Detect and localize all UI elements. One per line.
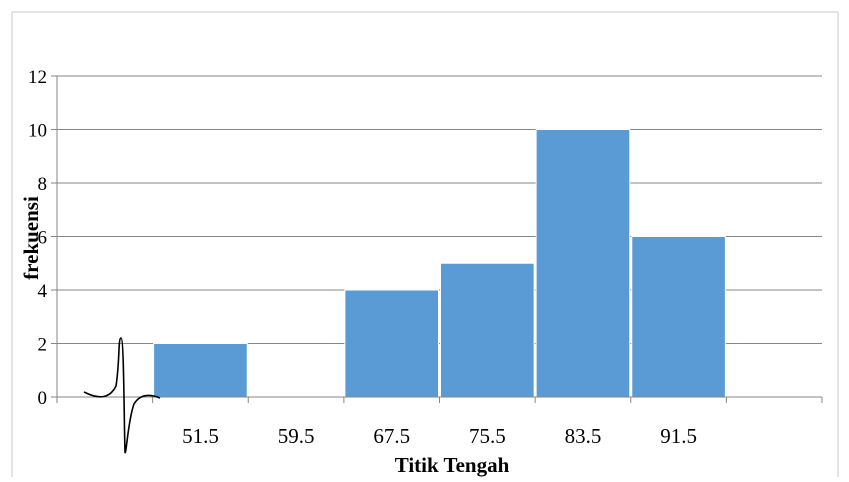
- y-tick-label-0: 0: [38, 388, 48, 409]
- squiggle-mark: [83, 337, 161, 454]
- bar-83.5: [535, 129, 631, 398]
- tick-labels: 0 2 4 6 8 10 12 51.5 59.5 67.5 75.5 83.5 91.5: [28, 67, 697, 448]
- y-tick-label-2: 2: [38, 335, 48, 356]
- bar-67.5: [344, 289, 439, 398]
- x-tick-label-83.5: 83.5: [565, 424, 602, 448]
- y-axis-label: frekuensi: [19, 196, 43, 280]
- x-tick-label-91.5: 91.5: [660, 424, 697, 448]
- y-tick-label-10: 10: [28, 121, 47, 142]
- bar-75.5: [440, 262, 535, 398]
- x-axis-label: Titik Tengah: [395, 453, 510, 477]
- axes: [51, 75, 823, 403]
- y-tick-label-12: 12: [28, 67, 47, 88]
- y-tick-label-4: 4: [38, 281, 48, 302]
- y-tick-label-8: 8: [38, 174, 48, 195]
- bar-91.5: [631, 236, 726, 398]
- x-tick-label-75.5: 75.5: [469, 424, 506, 448]
- x-tick-label-67.5: 67.5: [373, 424, 410, 448]
- x-tick-label-51.5: 51.5: [182, 424, 219, 448]
- bars: [153, 129, 726, 398]
- bar-51.5: [153, 343, 248, 398]
- x-tick-label-59.5: 59.5: [278, 424, 315, 448]
- y-tick-label-6: 6: [38, 228, 48, 249]
